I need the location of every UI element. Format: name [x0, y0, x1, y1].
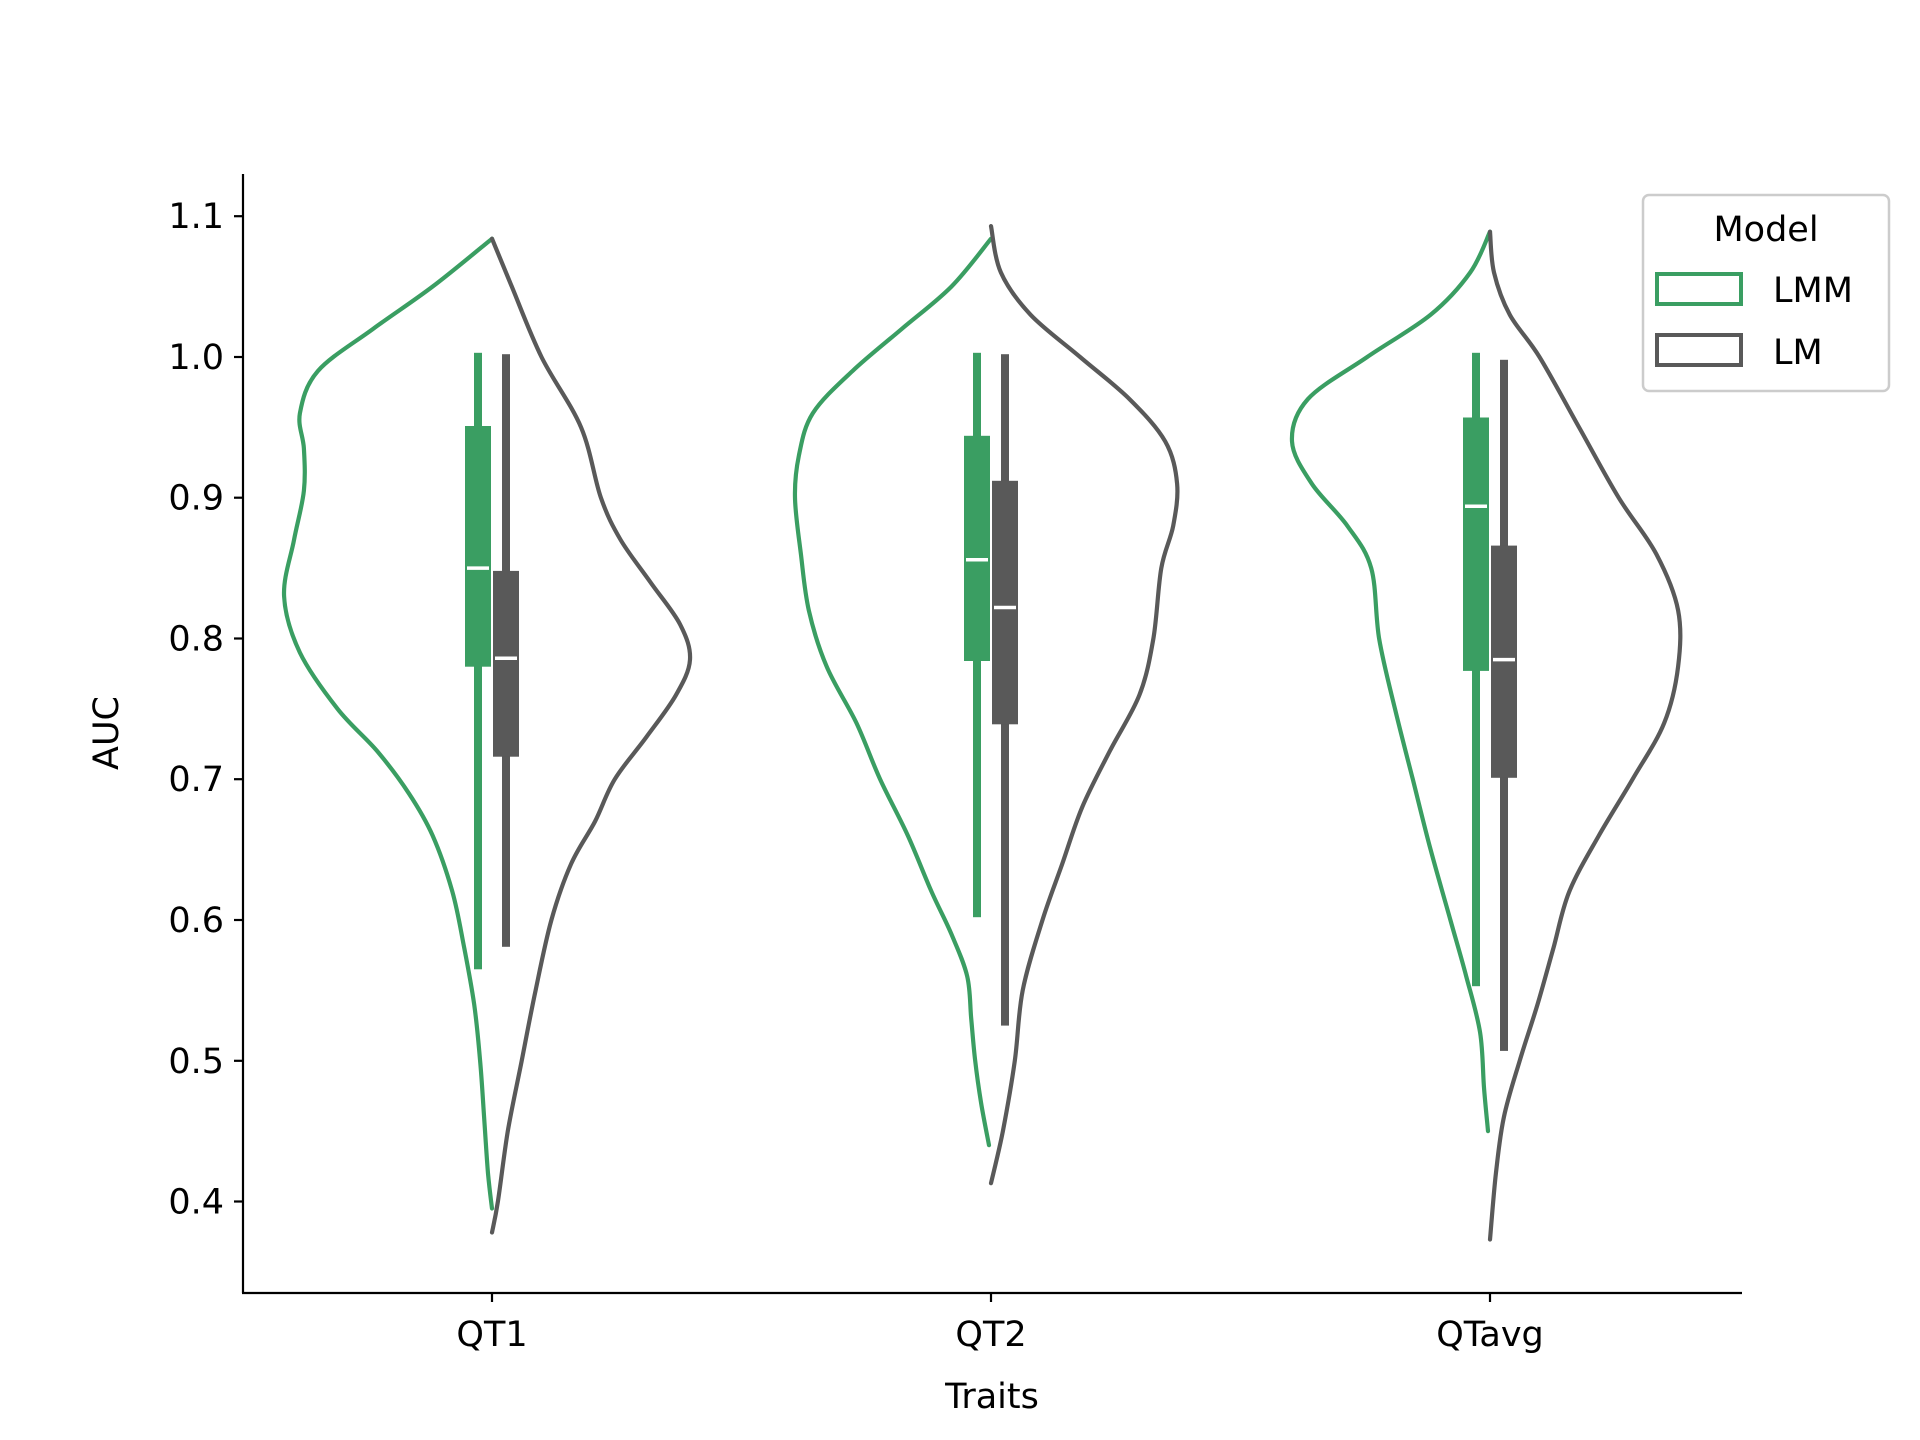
x-axis-title: Traits: [944, 1377, 1039, 1417]
violins-layer: [281, 224, 1683, 1242]
x-tick-label-qt1: QT1: [456, 1315, 527, 1355]
y-tick-label: 0.7: [168, 760, 224, 800]
iqr-box-lmm-qt1: [465, 426, 491, 667]
iqr-box-lm-qtavg: [1491, 545, 1517, 778]
legend-swatch-lm: [1655, 333, 1743, 367]
legend-title: Model: [1713, 210, 1818, 250]
x-tick-label-qtavg: QTavg: [1436, 1315, 1544, 1355]
y-tick-label: 1.1: [168, 197, 224, 237]
iqr-box-lmm-qt2: [964, 435, 990, 661]
iqr-box-lm-qt2: [992, 480, 1018, 725]
violin-lm-qt1: [489, 236, 693, 1235]
violin-lmm-qt2: [792, 236, 994, 1148]
legend-swatch-lmm: [1655, 272, 1743, 306]
y-tick-label: 0.5: [168, 1042, 224, 1082]
iqr-box-lm-qt1: [493, 570, 519, 757]
y-tick-label: 0.9: [168, 479, 224, 519]
violin-lmm-qtavg: [1289, 229, 1493, 1134]
x-ticks: QT1 QT2 QTavg: [456, 1293, 1544, 1355]
legend: Model LMM LM: [1641, 193, 1891, 393]
y-tick-label: 1.0: [168, 338, 224, 378]
y-ticks: 0.4 0.5 0.6 0.7 0.8 0.9 1.0 1.1: [168, 197, 243, 1223]
y-tick-label: 0.8: [168, 620, 224, 660]
y-tick-label: 0.6: [168, 901, 224, 941]
y-axis-title: AUC: [87, 696, 127, 770]
boxes-layer: [465, 352, 1517, 1051]
legend-label-lmm: LMM: [1773, 271, 1853, 311]
x-tick-label-qt2: QT2: [955, 1315, 1026, 1355]
violin-lm-qtavg: [1487, 229, 1683, 1242]
violin-lmm-qt1: [281, 236, 495, 1211]
iqr-box-lmm-qtavg: [1463, 417, 1489, 671]
violin-lm-qt2: [988, 224, 1180, 1186]
y-tick-label: 0.4: [168, 1183, 224, 1223]
legend-label-lm: LM: [1773, 333, 1823, 373]
